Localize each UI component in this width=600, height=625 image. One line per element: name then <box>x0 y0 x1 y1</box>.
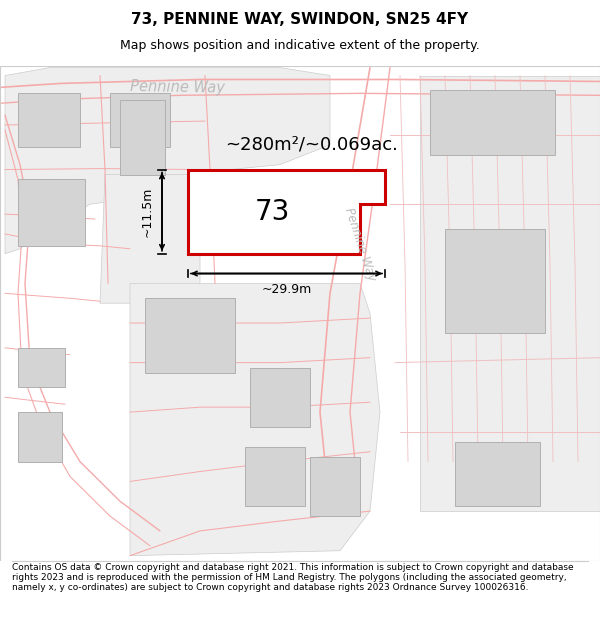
Polygon shape <box>455 442 540 506</box>
Polygon shape <box>130 283 380 556</box>
Polygon shape <box>245 447 305 506</box>
Text: Pennine Way: Pennine Way <box>342 206 378 282</box>
Polygon shape <box>5 68 330 254</box>
Polygon shape <box>145 298 235 372</box>
Polygon shape <box>430 91 555 155</box>
Polygon shape <box>18 412 62 462</box>
Text: 73, PENNINE WAY, SWINDON, SN25 4FY: 73, PENNINE WAY, SWINDON, SN25 4FY <box>131 12 469 28</box>
Polygon shape <box>445 229 545 333</box>
Polygon shape <box>188 169 385 254</box>
Text: Contains OS data © Crown copyright and database right 2021. This information is : Contains OS data © Crown copyright and d… <box>12 562 574 592</box>
Polygon shape <box>110 93 170 147</box>
Polygon shape <box>18 93 80 147</box>
Polygon shape <box>255 206 340 239</box>
Text: 73: 73 <box>254 198 290 226</box>
Polygon shape <box>100 174 200 303</box>
Polygon shape <box>0 66 600 561</box>
Polygon shape <box>250 368 310 427</box>
Text: ~11.5m: ~11.5m <box>141 186 154 237</box>
Polygon shape <box>18 348 65 388</box>
Polygon shape <box>18 179 85 246</box>
Text: ~280m²/~0.069ac.: ~280m²/~0.069ac. <box>225 136 398 154</box>
Polygon shape <box>420 76 600 511</box>
Polygon shape <box>120 100 165 174</box>
Text: Map shows position and indicative extent of the property.: Map shows position and indicative extent… <box>120 39 480 52</box>
Text: Pennine Way: Pennine Way <box>130 79 225 96</box>
Text: ~29.9m: ~29.9m <box>262 283 311 296</box>
Polygon shape <box>310 457 360 516</box>
